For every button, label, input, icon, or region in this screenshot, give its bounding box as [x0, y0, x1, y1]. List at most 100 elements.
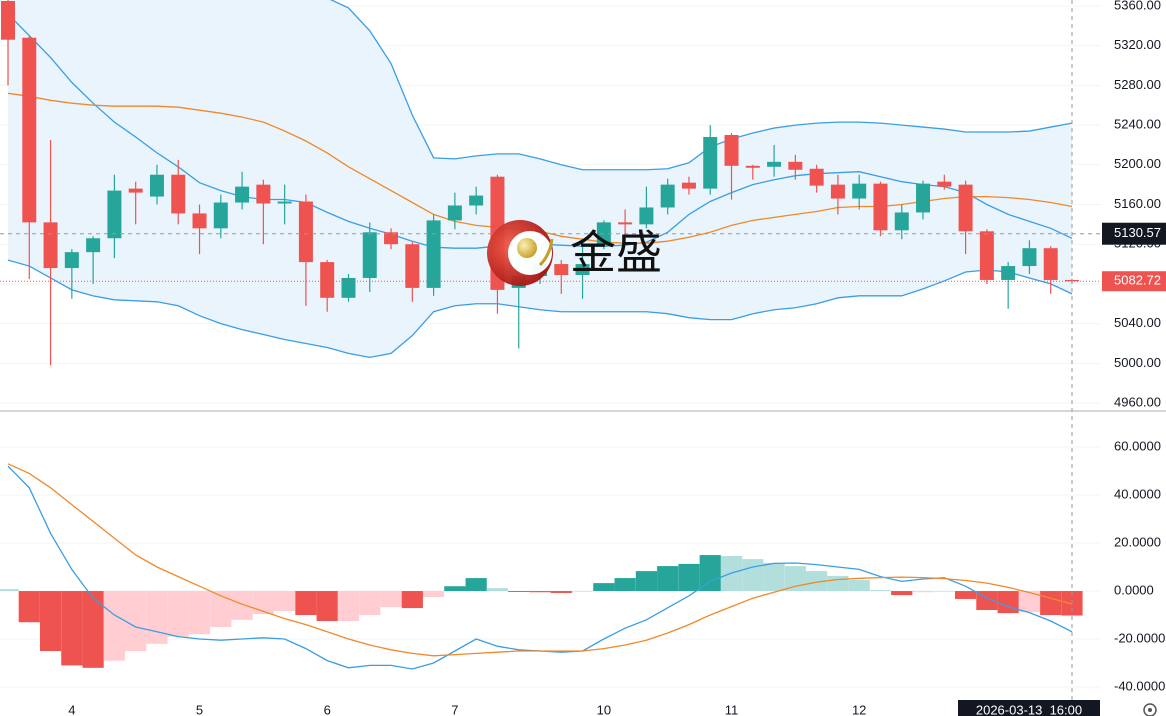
- candle-body: [405, 244, 420, 288]
- macd-bar: [103, 591, 125, 661]
- macd-bar: [82, 591, 104, 668]
- last-price-tag: [1102, 271, 1166, 292]
- crosshair-time-label: 2026-03-13 16:00: [976, 702, 1082, 716]
- candle-body: [979, 231, 994, 280]
- candle-body: [809, 168, 824, 186]
- y-tick-label: 60.0000: [1114, 438, 1161, 453]
- macd-bar: [167, 591, 189, 637]
- candle-body: [426, 220, 441, 288]
- candle-body: [22, 37, 37, 223]
- candle-body: [1043, 248, 1058, 280]
- candle-body: [107, 190, 122, 239]
- macd-bar: [252, 591, 274, 615]
- candle-body: [660, 184, 675, 208]
- candle-body: [171, 174, 186, 214]
- settings-icon[interactable]: [1143, 703, 1157, 716]
- y-tick-label: -20.0000: [1114, 630, 1165, 645]
- y-tick-label: -40.0000: [1114, 678, 1165, 693]
- macd-bar: [465, 578, 487, 592]
- candle-body: [447, 205, 462, 221]
- candle-body: [681, 182, 696, 189]
- candle-body: [852, 183, 867, 199]
- macd-bar: [0, 589, 19, 592]
- y-tick-label: 5240.00: [1114, 117, 1161, 132]
- candle-body: [64, 252, 79, 269]
- macd-bar: [380, 591, 402, 608]
- crosshair-price-tag: [1102, 222, 1166, 245]
- macd-bar: [1040, 591, 1062, 616]
- candle-body: [745, 165, 760, 168]
- candle-body: [213, 202, 228, 229]
- candle-body: [86, 238, 101, 253]
- macd-bar: [550, 591, 572, 593]
- macd-bar: [529, 591, 551, 593]
- y-tick-label: 5000.00: [1114, 355, 1161, 370]
- macd-bar: [933, 591, 955, 592]
- x-tick-label: 6: [324, 702, 331, 716]
- candle-body: [320, 262, 335, 298]
- macd-bar: [742, 559, 764, 592]
- x-tick-label: 7: [451, 702, 458, 716]
- candle-body: [916, 183, 931, 213]
- macd-bar: [848, 580, 870, 592]
- candle-body: [1022, 248, 1037, 267]
- candle-body: [469, 195, 484, 206]
- y-tick-label: 5280.00: [1114, 77, 1161, 92]
- candle-body: [1001, 266, 1016, 280]
- macd-bar: [891, 591, 913, 596]
- macd-bar: [486, 588, 509, 592]
- candle-body: [1, 0, 15, 40]
- macd-panel: [0, 446, 1100, 688]
- candle-body: [873, 183, 888, 231]
- macd-bar: [401, 591, 423, 609]
- indicator-line: [7, 463, 1073, 657]
- candle-body: [724, 135, 739, 166]
- y-tick-label: 5200.00: [1114, 156, 1161, 171]
- macd-bar: [1018, 591, 1041, 613]
- macd-bar: [827, 575, 849, 592]
- candle-body: [937, 181, 952, 187]
- macd-bar: [210, 591, 232, 628]
- band-lower: [7, 259, 1073, 359]
- candle-body: [384, 232, 399, 245]
- candle-body: [256, 184, 271, 204]
- y-tick-label: 5040.00: [1114, 315, 1161, 330]
- candle-body: [149, 174, 164, 197]
- macd-bar: [125, 591, 147, 652]
- y-tick-label: 0.0000: [1114, 582, 1154, 597]
- band-upper: [329, 0, 1073, 171]
- macd-bar: [146, 591, 168, 644]
- x-tick-label: 12: [852, 702, 866, 716]
- macd-bar: [763, 562, 785, 592]
- macd-bar: [635, 571, 657, 592]
- logo-swoosh: [538, 238, 554, 267]
- y-tick-label: 40.0000: [1114, 486, 1161, 501]
- y-tick-label: 5320.00: [1114, 37, 1161, 52]
- macd-bar: [869, 590, 892, 592]
- macd-bar: [337, 591, 360, 622]
- macd-bar: [657, 566, 679, 592]
- candle-body: [298, 201, 313, 263]
- macd-bar: [912, 591, 934, 593]
- macd-bar: [423, 591, 445, 598]
- candle-body: [128, 188, 143, 193]
- macd-bar: [18, 591, 40, 623]
- candle-body: [788, 161, 803, 170]
- candle-body: [235, 186, 250, 203]
- macd-bar: [784, 566, 806, 592]
- candle-body: [618, 222, 633, 225]
- price-panel: [0, 0, 1100, 404]
- candle-body: [639, 207, 654, 225]
- axis-layer: 5360.00 5320.00 5280.00 5240.00 5200.00 5160.…: [68, 0, 1166, 716]
- macd-bar: [678, 563, 700, 592]
- candle-body: [894, 212, 909, 231]
- last-price-label: 5082.72: [1114, 273, 1161, 288]
- candle-body: [575, 264, 590, 275]
- candle-body: [554, 264, 569, 275]
- candle-body: [341, 277, 356, 298]
- candle-body: [362, 232, 377, 278]
- macd-bar: [274, 591, 296, 611]
- x-tick-label: 11: [725, 702, 739, 716]
- macd-bar: [614, 578, 636, 592]
